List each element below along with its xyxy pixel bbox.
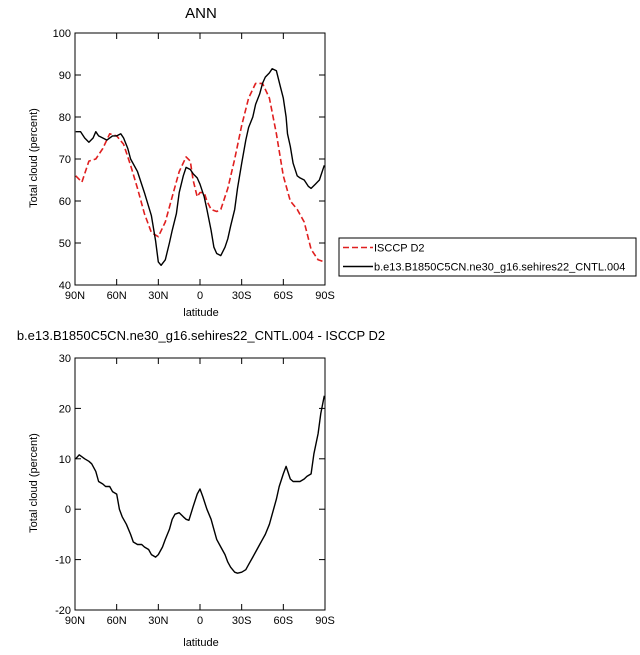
bottom-plot-frame: [74, 357, 326, 611]
top-series-line-1: [75, 67, 325, 266]
top-y-tick-label: 80: [59, 112, 71, 124]
bottom-series-line-0: [75, 395, 325, 574]
top-panel: ANN Total cloud (percent) latitude 90N 60…: [28, 5, 335, 319]
top-y-tick-label: 50: [59, 238, 71, 250]
legend-label-model: b.e13.B1850C5CN.ne30_g16.sehires22_CNTL.…: [374, 262, 625, 274]
top-x-tick-label: 90S: [315, 290, 335, 302]
bottom-y-tick-label: 0: [65, 504, 71, 516]
bottom-x-tick-label: 30S: [232, 615, 252, 627]
top-axis-ticks: 90N 60N 30N 0 30S 60S 90S 40 50 60 70 80 90 100: [53, 28, 335, 302]
legend-label-isccp: ISCCP D2: [374, 243, 425, 255]
bottom-y-tick-label: 30: [59, 353, 71, 365]
bottom-x-tick-label: 60S: [274, 615, 294, 627]
bottom-axis-ticks: 90N 60N 30N 0 30S 60S 90S -20 -10 0 10 20 30: [55, 353, 335, 627]
top-y-tick-label: 100: [53, 28, 71, 40]
legend: ISCCP D2 b.e13.B1850C5CN.ne30_g16.sehire…: [338, 237, 637, 277]
bottom-x-tick-label: 30N: [148, 615, 168, 627]
bottom-y-tick-label: -10: [55, 555, 71, 567]
bottom-x-tick-label: 0: [197, 615, 203, 627]
top-plot-frame: [74, 32, 326, 286]
top-y-tick-label: 40: [59, 280, 71, 292]
legend-box: [338, 237, 637, 277]
bottom-y-axis-label: Total cloud (percent): [28, 433, 40, 533]
top-x-tick-label: 60S: [274, 290, 294, 302]
top-x-tick-label: 90N: [65, 290, 85, 302]
top-x-tick-label: 30S: [232, 290, 252, 302]
bottom-panel: b.e13.B1850C5CN.ne30_g16.sehires22_CNTL.…: [17, 328, 385, 649]
top-x-tick-label: 60N: [107, 290, 127, 302]
top-x-tick-label: 30N: [148, 290, 168, 302]
top-plot-lines: [75, 67, 325, 266]
bottom-plot-lines: [75, 395, 325, 574]
bottom-y-tick-label: 10: [59, 454, 71, 466]
top-chart-title: ANN: [185, 5, 217, 22]
bottom-x-tick-label: 90N: [65, 615, 85, 627]
top-x-tick-label: 0: [197, 290, 203, 302]
bottom-chart-title: b.e13.B1850C5CN.ne30_g16.sehires22_CNTL.…: [17, 328, 385, 343]
top-y-tick-label: 70: [59, 154, 71, 166]
top-x-axis-label: latitude: [183, 307, 218, 319]
bottom-x-tick-label: 90S: [315, 615, 335, 627]
bottom-x-tick-label: 60N: [107, 615, 127, 627]
bottom-x-axis-label: latitude: [183, 637, 218, 649]
top-y-tick-label: 90: [59, 70, 71, 82]
bottom-y-tick-label: 20: [59, 403, 71, 415]
top-y-axis-label: Total cloud (percent): [28, 108, 40, 208]
top-y-tick-label: 60: [59, 196, 71, 208]
top-series-line-0: [75, 82, 325, 263]
bottom-y-tick-label: -20: [55, 605, 71, 617]
